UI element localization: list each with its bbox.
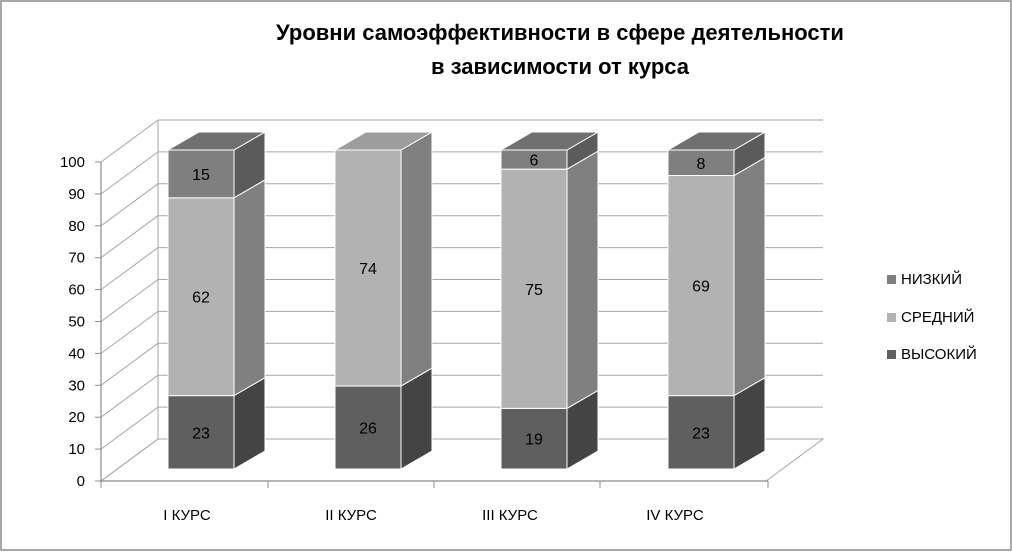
y-tick-label: 90 <box>68 186 85 203</box>
y-tick-label: 70 <box>68 250 85 267</box>
bar-segment <box>667 175 735 397</box>
gridline-diagonal <box>100 279 159 322</box>
x-tick-label: II КУРС <box>325 507 377 524</box>
data-label: 23 <box>192 425 210 442</box>
bar-segment <box>667 149 735 177</box>
data-label: 19 <box>525 432 543 449</box>
bar-stack: 26 74 <box>333 131 434 470</box>
gridline-diagonal <box>100 406 159 450</box>
bar-stack: 19 75 6 <box>499 131 600 470</box>
legend-swatch <box>887 350 896 359</box>
data-label: 15 <box>192 167 210 184</box>
gridline-diagonal <box>100 215 159 259</box>
x-tick-label: I КУРС <box>163 507 211 524</box>
chart-title-line-1: Уровни самоэффективности в сфере деятель… <box>276 20 844 45</box>
gridline-diagonal <box>100 374 159 418</box>
y-tick-label: 10 <box>68 441 85 458</box>
bar-segment <box>167 395 235 470</box>
gridline-diagonal <box>100 119 159 163</box>
gridline-diagonal <box>100 310 159 354</box>
bar-segment <box>500 407 568 470</box>
y-tick-label: 30 <box>68 377 85 394</box>
y-tick-label: 60 <box>68 282 85 299</box>
bar-stack: 23 62 15 <box>166 131 267 470</box>
data-label: 6 <box>530 153 539 170</box>
y-tick-label: 20 <box>68 409 85 426</box>
legend-label: НИЗКИЙ <box>901 270 962 288</box>
gridline-diagonal <box>100 438 159 482</box>
bar-segment-side <box>233 178 266 397</box>
data-label: 69 <box>692 279 710 296</box>
bar-segment-side <box>566 150 599 410</box>
bar-segment-top <box>333 131 434 151</box>
gridline-diagonal <box>100 247 159 291</box>
bar-segment-top <box>166 131 267 151</box>
legend-label: СРЕДНИЙ <box>901 308 974 326</box>
y-tick-label: 100 <box>60 154 85 171</box>
x-tick-label: IV КУРС <box>646 507 704 524</box>
data-label: 8 <box>697 156 706 173</box>
legend-label: ВЫСОКИЙ <box>901 345 977 363</box>
bar-segment <box>334 385 402 470</box>
bar-segment-side <box>733 156 766 397</box>
bar-segment <box>167 197 235 397</box>
bar-segment-top <box>666 131 767 151</box>
y-tick-label: 50 <box>68 314 85 331</box>
y-tick-label: 0 <box>77 473 85 490</box>
y-tick-label: 40 <box>68 345 85 362</box>
data-label: 74 <box>359 261 377 278</box>
gridline-diagonal <box>100 183 159 227</box>
data-label: 75 <box>525 282 543 299</box>
bar-segment <box>167 149 235 199</box>
data-label: 62 <box>192 290 210 307</box>
data-label: 26 <box>359 421 377 438</box>
x-tick-label: III КУРС <box>482 507 538 524</box>
plot-area: 0 10 20 30 40 50 60 70 80 90 100 I КУРС II КУРС III К… <box>60 119 825 524</box>
data-label: 23 <box>692 425 710 442</box>
bar-segment-top <box>499 131 600 151</box>
legend-swatch <box>887 275 896 284</box>
gridline-diagonal <box>100 151 159 195</box>
gridline-diagonal <box>100 342 159 386</box>
bar-segment-side <box>400 131 433 387</box>
chart-title-line-2: в зависимости от курса <box>431 54 690 79</box>
legend: НИЗКИЙ СРЕДНИЙ ВЫСОКИЙ <box>887 270 977 363</box>
y-tick-label: 80 <box>68 218 85 235</box>
legend-swatch <box>887 313 896 322</box>
bar-stack: 23 69 8 <box>666 131 767 470</box>
bar-segment <box>334 149 402 387</box>
